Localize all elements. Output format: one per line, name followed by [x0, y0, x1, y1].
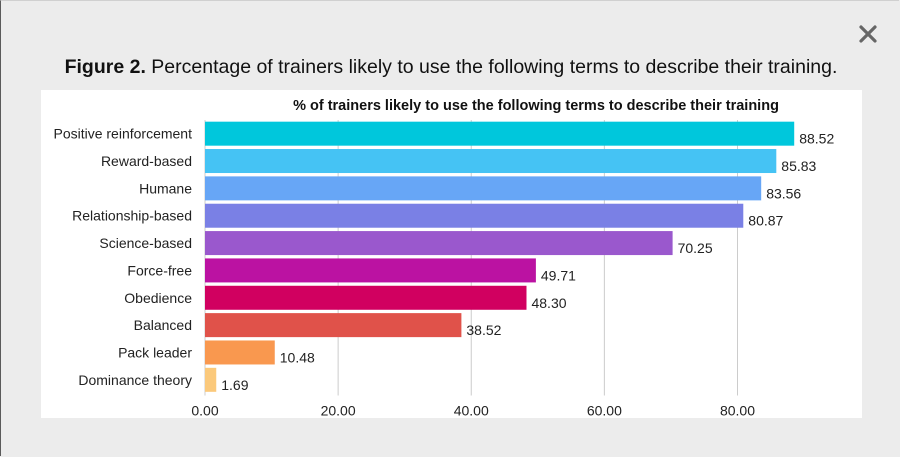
close-icon: [859, 25, 877, 43]
category-label: Force-free: [127, 262, 192, 278]
bar-chart: % of trainers likely to use the followin…: [53, 98, 834, 419]
category-label: Science-based: [99, 235, 192, 251]
bar-value-label: 1.69: [221, 377, 248, 393]
category-label: Humane: [139, 180, 192, 196]
category-labels: Positive reinforcement Reward-based Humane…: [53, 126, 192, 388]
x-tick-label: 40.00: [454, 403, 489, 419]
bar-value-label: 83.56: [766, 185, 801, 201]
bar: [205, 367, 217, 392]
x-tick-label: 60.00: [587, 403, 622, 419]
x-tick-label: 0.00: [191, 403, 218, 419]
category-label: Balanced: [134, 317, 192, 333]
bar: [205, 149, 777, 174]
figure-caption-label: Figure 2.: [64, 56, 146, 78]
bar: [205, 231, 673, 256]
bar: [205, 285, 527, 310]
bar-value-label: 10.48: [280, 349, 315, 365]
bar-value-label: 38.52: [466, 322, 501, 338]
figure-caption-text: Percentage of trainers likely to use the…: [151, 56, 838, 78]
bar: [205, 258, 536, 283]
chart-panel: % of trainers likely to use the followin…: [41, 90, 862, 419]
category-label: Obedience: [124, 290, 192, 306]
chart-title: % of trainers likely to use the followin…: [293, 98, 779, 114]
bar: [205, 203, 744, 228]
x-tick-label: 80.00: [720, 403, 755, 419]
bar-value-label: 70.25: [678, 240, 713, 256]
bar: [205, 176, 762, 201]
close-button[interactable]: [853, 19, 883, 49]
bar-value-label: 48.30: [531, 295, 566, 311]
category-label: Dominance theory: [78, 372, 192, 388]
bar-value-label: 49.71: [541, 267, 576, 283]
x-axis-ticks: 0.00 20.00 40.00 60.00 80.00: [191, 403, 755, 419]
category-label: Pack leader: [118, 344, 192, 360]
bar: [205, 313, 462, 338]
bar-value-label: 80.87: [748, 213, 783, 229]
bars: 88.52 85.83 83.56 80.87 70.25 49.71 48.30 38.52…: [205, 121, 834, 393]
x-tick-label: 20.00: [321, 403, 356, 419]
bar-value-label: 85.83: [781, 158, 816, 174]
bar-value-label: 88.52: [799, 131, 834, 147]
category-label: Reward-based: [101, 153, 192, 169]
category-label: Positive reinforcement: [53, 126, 192, 142]
bar: [205, 340, 275, 365]
bar: [205, 121, 795, 146]
figure-caption: Figure 2. Percentage of trainers likely …: [1, 56, 900, 79]
category-label: Relationship-based: [72, 208, 192, 224]
